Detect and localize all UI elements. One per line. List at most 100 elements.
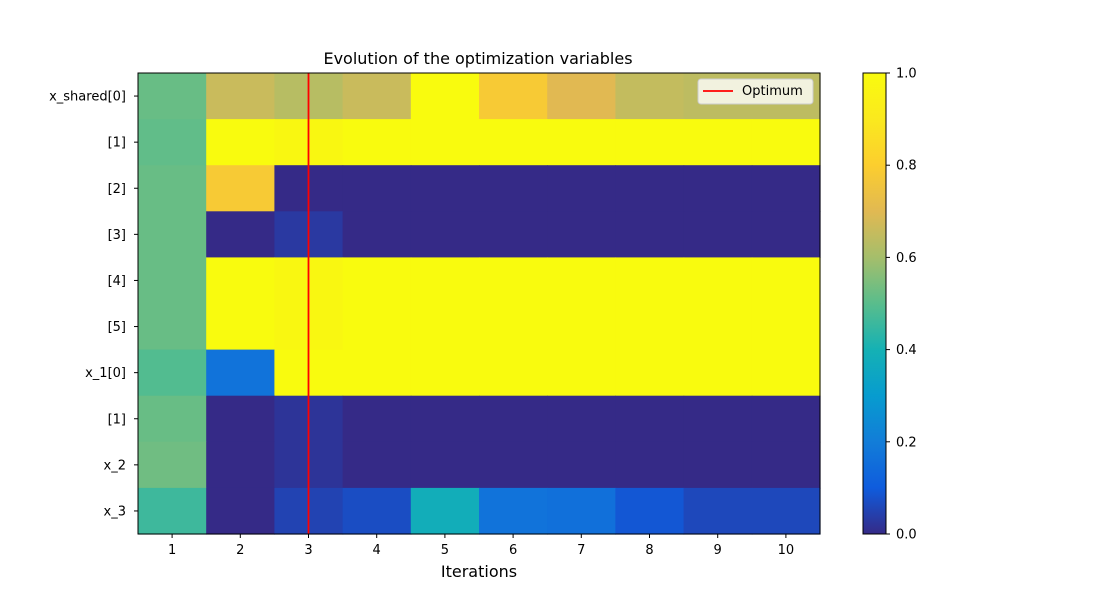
colorbar-tick-label: 0.6 <box>896 251 917 266</box>
heatmap-cell <box>206 395 275 443</box>
heatmap-cell <box>751 395 821 443</box>
heatmap-cell <box>138 257 207 305</box>
colorbar-ticks: 0.0 0.2 0.4 0.6 0.8 1.0 <box>886 67 917 543</box>
x-tick-label: 7 <box>577 543 585 558</box>
heatmap-cell <box>615 257 685 305</box>
heatmap-cell <box>615 487 685 535</box>
heatmap-cell <box>547 303 616 351</box>
y-axis-ticks: x_shared[0] [1] [2] [3] [4] [5] x_1[0] [1] x_2 x_… <box>49 90 138 519</box>
heatmap-cell <box>342 441 412 489</box>
heatmap-cell <box>410 487 480 535</box>
heatmap-cell <box>683 211 753 258</box>
y-tick-label: [3] <box>108 228 126 243</box>
legend-optimum-label: Optimum <box>742 84 803 99</box>
heatmap-cell <box>547 487 616 535</box>
heatmap-cell <box>547 73 616 120</box>
heatmap-cell <box>342 211 412 258</box>
legend-box <box>697 78 814 105</box>
heatmap-cell <box>615 441 685 489</box>
heatmap-cell <box>410 73 480 120</box>
heatmap-cell <box>615 73 685 120</box>
heatmap-cell <box>683 257 753 305</box>
heatmap-cell <box>547 119 616 166</box>
heatmap-cell <box>342 165 412 212</box>
heatmap-cell <box>751 211 821 258</box>
x-axis-ticks: 1 2 3 4 5 6 7 8 9 10 <box>168 534 794 558</box>
y-tick-label: [4] <box>108 274 126 289</box>
colorbar <box>862 72 887 535</box>
x-tick-label: 1 <box>168 543 176 558</box>
heatmap-cells <box>138 73 821 535</box>
y-tick-label: [1] <box>108 412 126 427</box>
heatmap-cell <box>342 257 412 305</box>
heatmap-cell <box>615 119 685 166</box>
y-tick-label: x_2 <box>104 458 126 473</box>
heatmap-cell <box>479 165 548 212</box>
heatmap-cell <box>479 303 548 351</box>
heatmap-cell <box>751 257 821 305</box>
heatmap-cell <box>479 73 548 120</box>
heatmap-cell <box>138 165 207 212</box>
colorbar-tick-label: 1.0 <box>896 67 917 82</box>
x-tick-label: 8 <box>645 543 653 558</box>
heatmap-cell <box>751 487 821 535</box>
heatmap-cell <box>206 441 275 489</box>
heatmap-cell <box>410 257 480 305</box>
heatmap-cell <box>138 303 207 351</box>
heatmap-cell <box>683 487 753 535</box>
heatmap-cell <box>138 441 207 489</box>
heatmap-cell <box>683 395 753 443</box>
heatmap-cell <box>615 211 685 258</box>
heatmap-cell <box>479 487 548 535</box>
heatmap-cell <box>547 349 616 397</box>
heatmap-cell <box>410 303 480 351</box>
heatmap-cell <box>479 441 548 489</box>
heatmap-cell <box>547 441 616 489</box>
heatmap-cell <box>410 165 480 212</box>
heatmap-cell <box>410 349 480 397</box>
heatmap-cell <box>206 165 275 212</box>
heatmap-cell <box>206 487 275 535</box>
heatmap-cell <box>342 395 412 443</box>
heatmap-cell <box>751 441 821 489</box>
heatmap-cell <box>547 395 616 443</box>
heatmap-cell <box>206 349 275 397</box>
heatmap-cell <box>683 303 753 351</box>
x-tick-label: 3 <box>304 543 312 558</box>
heatmap-cell <box>206 257 275 305</box>
heatmap-cell <box>138 119 207 166</box>
colorbar-tick-label: 0.0 <box>896 528 917 543</box>
heatmap-cell <box>479 257 548 305</box>
heatmap-cell <box>342 487 412 535</box>
y-tick-label: x_shared[0] <box>49 90 126 105</box>
legend: Optimum <box>697 78 814 105</box>
heatmap-cell <box>683 349 753 397</box>
heatmap-cell <box>410 395 480 443</box>
heatmap-cell <box>342 73 412 120</box>
y-tick-label: [5] <box>108 320 126 335</box>
colorbar-tick-label: 0.4 <box>896 343 917 358</box>
x-tick-label: 5 <box>441 543 449 558</box>
heatmap-cell <box>138 211 207 258</box>
heatmap-cell <box>342 349 412 397</box>
x-tick-label: 6 <box>509 543 517 558</box>
chart-title: Evolution of the optimization variables <box>323 49 632 68</box>
heatmap-cell <box>138 349 207 397</box>
heatmap-cell <box>547 211 616 258</box>
heatmap-cell <box>615 303 685 351</box>
x-axis-label: Iterations <box>441 562 517 581</box>
heatmap-cell <box>683 441 753 489</box>
heatmap-cell <box>615 395 685 443</box>
heatmap-cell <box>751 303 821 351</box>
y-tick-label: x_3 <box>104 504 126 519</box>
heatmap-cell <box>410 119 480 166</box>
heatmap-cell <box>479 349 548 397</box>
heatmap-cell <box>751 119 821 166</box>
heatmap-cell <box>206 73 275 120</box>
y-tick-label: [2] <box>108 182 126 197</box>
x-tick-label: 2 <box>236 543 244 558</box>
heatmap-cell <box>683 119 753 166</box>
heatmap-cell <box>751 349 821 397</box>
heatmap-cell <box>615 349 685 397</box>
